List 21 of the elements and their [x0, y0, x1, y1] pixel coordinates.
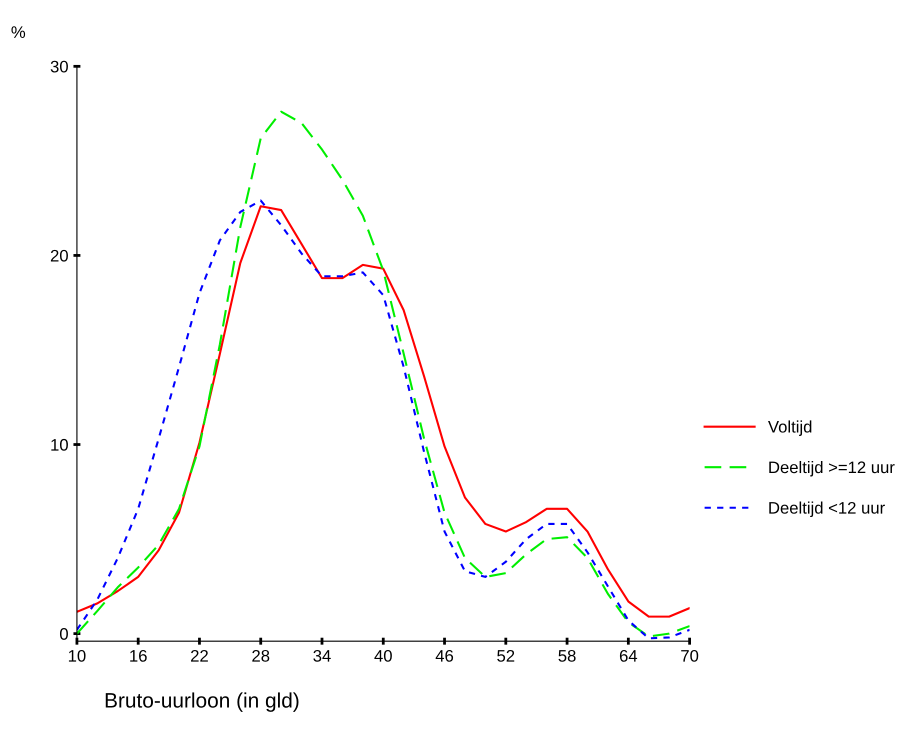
line-series: [76, 110, 690, 638]
x-tick-label: 28: [252, 650, 270, 662]
legend-label: Deeltijd <12 uur: [769, 502, 885, 518]
y-tick-label: 20: [50, 250, 68, 262]
x-tick-label: 46: [436, 650, 454, 662]
x-tick-label: 40: [374, 650, 392, 662]
x-tick-label: 52: [497, 650, 514, 662]
y-axis-title: %: [11, 26, 26, 38]
x-tick-label: 34: [313, 650, 331, 662]
legend-label: Deeltijd >=12 uur: [769, 460, 895, 476]
y-tick-label: 30: [50, 60, 68, 73]
x-axis-title: Bruto-uurloon (in gld): [106, 692, 298, 712]
legend-label: Voltijd: [768, 420, 812, 436]
x-tick-label: 22: [191, 650, 208, 662]
x-tick-label: 64: [620, 650, 638, 662]
x-tick-label: 16: [130, 650, 147, 662]
x-tick-label: 10: [68, 650, 86, 662]
y-tick-label: 10: [51, 438, 68, 451]
y-tick-label: 0: [60, 628, 68, 640]
x-tick-label: 70: [681, 650, 698, 662]
x-tick-label: 58: [558, 650, 576, 662]
